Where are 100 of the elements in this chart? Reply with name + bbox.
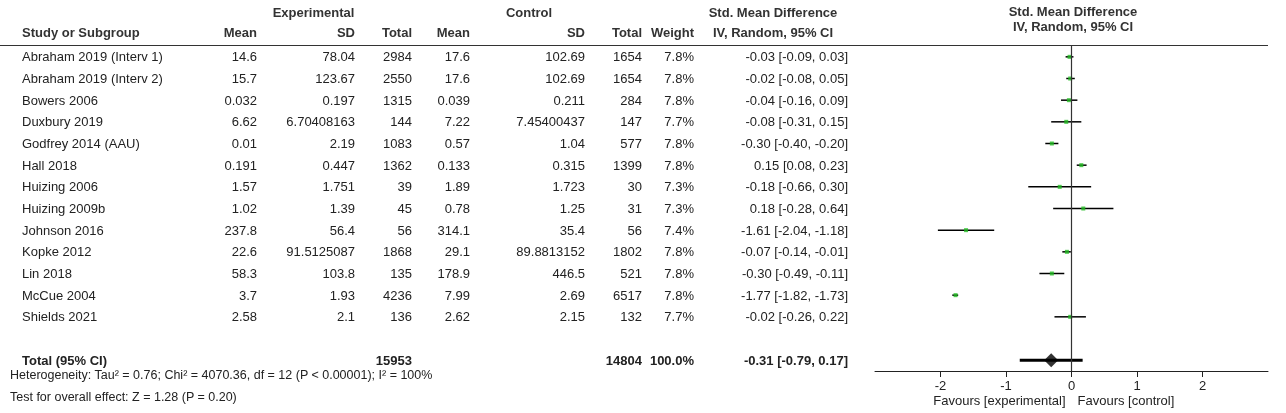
text: 6.62 bbox=[231, 114, 257, 130]
text: 4236 bbox=[383, 287, 412, 303]
text: 1315 bbox=[383, 92, 412, 108]
category-label: Johnson 2016 bbox=[22, 222, 104, 238]
text: 91.5125087 bbox=[286, 244, 355, 260]
category-label: Mean bbox=[436, 25, 470, 40]
text: 45 bbox=[397, 201, 412, 216]
text: 314.1 bbox=[437, 222, 470, 238]
text: -0.02 [-0.08, 0.05] bbox=[745, 71, 848, 86]
text: 17.6 bbox=[444, 71, 470, 86]
text: 58.3 bbox=[231, 266, 257, 281]
text: 7.3% bbox=[664, 201, 694, 216]
text: 0.032 bbox=[224, 92, 257, 108]
text: Favours [control] bbox=[1077, 393, 1175, 408]
category-label: Abraham 2019 (Interv 2) bbox=[22, 71, 163, 86]
text: 446.5 bbox=[552, 266, 585, 281]
point bbox=[1049, 141, 1054, 146]
text: 100.0% bbox=[649, 352, 694, 368]
text: 56.4 bbox=[329, 222, 355, 238]
text: 136 bbox=[390, 309, 412, 325]
text: 2.15 bbox=[559, 309, 585, 325]
text: 1868 bbox=[383, 244, 412, 260]
text: 521 bbox=[620, 266, 642, 281]
x-tick-label: 0 bbox=[1067, 378, 1076, 393]
category-label: Hall 2018 bbox=[22, 157, 77, 173]
category-label: Total bbox=[381, 25, 412, 40]
text: 89.8813152 bbox=[516, 244, 585, 260]
text: 1.25 bbox=[559, 201, 585, 216]
text: 7.22 bbox=[444, 114, 470, 130]
category-label: Kopke 2012 bbox=[22, 244, 92, 260]
text: 7.8% bbox=[664, 244, 694, 260]
text: 123.67 bbox=[315, 71, 355, 86]
text: 39 bbox=[397, 179, 412, 195]
text: 1399 bbox=[613, 157, 642, 173]
text: -1.61 [-2.04, -1.18] bbox=[741, 222, 848, 238]
text: 1.93 bbox=[329, 287, 355, 303]
text: 14.6 bbox=[231, 49, 257, 65]
text: 1.723 bbox=[552, 179, 585, 195]
text: 7.8% bbox=[664, 266, 694, 281]
text: -0.30 [-0.40, -0.20] bbox=[741, 136, 848, 151]
text: 1654 bbox=[613, 49, 642, 65]
text: 102.69 bbox=[545, 49, 585, 65]
text: -0.31 [-0.79, 0.17] bbox=[743, 352, 848, 368]
text: Experimental bbox=[271, 5, 356, 20]
text: -1.77 [-1.82, -1.73] bbox=[741, 287, 848, 303]
category-label: Huizing 2006 bbox=[22, 179, 98, 195]
text: -0.08 [-0.31, 0.15] bbox=[745, 114, 848, 130]
text: 135 bbox=[390, 266, 412, 281]
text: 577 bbox=[620, 136, 642, 151]
text: 0.15 [0.08, 0.23] bbox=[754, 157, 848, 173]
text: 7.8% bbox=[664, 49, 694, 65]
text: 15.7 bbox=[231, 71, 257, 86]
text: 0.18 [-0.28, 0.64] bbox=[749, 201, 848, 216]
text: 22.6 bbox=[231, 244, 257, 260]
category-label: Lin 2018 bbox=[22, 266, 72, 281]
category-label: SD bbox=[566, 25, 585, 40]
category-label: Godfrey 2014 (AAU) bbox=[22, 136, 140, 151]
text: -0.03 [-0.09, 0.03] bbox=[745, 49, 848, 65]
text: 15953 bbox=[375, 352, 412, 368]
category-label: SD bbox=[336, 25, 355, 40]
category-label: Weight bbox=[650, 25, 694, 40]
category-label: Shields 2021 bbox=[22, 309, 98, 325]
text: 2.58 bbox=[231, 309, 257, 325]
text: 132 bbox=[620, 309, 642, 325]
text: 7.8% bbox=[664, 92, 694, 108]
text: Study or Subgroup bbox=[22, 25, 140, 40]
x-tick-label: -2 bbox=[934, 378, 947, 393]
text: Heterogeneity: Tau² = 0.76; Chi² = 4070.36, df = 12 (P < 0.00001); I² = 100% bbox=[10, 368, 433, 382]
text: 0.133 bbox=[437, 157, 470, 173]
point bbox=[1049, 271, 1054, 276]
text: 7.7% bbox=[664, 114, 694, 130]
text: 7.7% bbox=[664, 309, 694, 325]
text: 1.02 bbox=[231, 201, 257, 216]
text: 1083 bbox=[383, 136, 412, 151]
text: 1.39 bbox=[329, 201, 355, 216]
text: -0.02 [-0.26, 0.22] bbox=[745, 309, 848, 325]
category-label: McCue 2004 bbox=[22, 287, 96, 303]
text: 31 bbox=[627, 201, 642, 216]
text: 17.6 bbox=[444, 49, 470, 65]
text: 7.8% bbox=[664, 157, 694, 173]
text: 2550 bbox=[383, 71, 412, 86]
text: 1.04 bbox=[559, 136, 585, 151]
category-label: Abraham 2019 (Interv 1) bbox=[22, 49, 163, 65]
category-label: Bowers 2006 bbox=[22, 92, 98, 108]
text: 1802 bbox=[613, 244, 642, 260]
x-tick-label: 1 bbox=[1133, 378, 1141, 393]
text: 0.315 bbox=[552, 157, 585, 173]
text: 7.8% bbox=[664, 136, 694, 151]
text: 1.751 bbox=[322, 179, 355, 195]
text: 103.8 bbox=[322, 266, 355, 281]
x-tick-label: -1 bbox=[1000, 378, 1012, 393]
text: 1654 bbox=[613, 71, 642, 86]
point bbox=[1057, 184, 1062, 189]
point bbox=[964, 228, 969, 233]
text: 2.1 bbox=[336, 309, 355, 325]
text: -0.30 [-0.49, -0.11] bbox=[742, 266, 848, 281]
text: 0.447 bbox=[322, 157, 355, 173]
text: Control bbox=[504, 5, 554, 20]
text: 284 bbox=[620, 92, 642, 108]
text: 237.8 bbox=[224, 222, 257, 238]
